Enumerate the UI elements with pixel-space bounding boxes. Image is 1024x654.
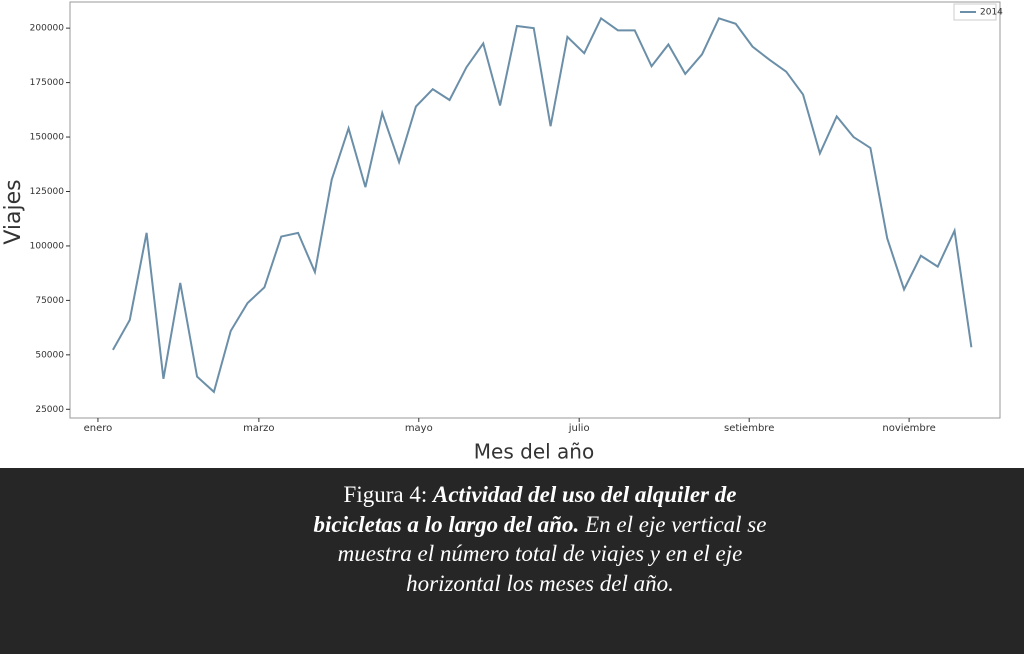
y-tick-label: 75000 <box>35 296 64 306</box>
y-tick-label: 25000 <box>35 405 64 415</box>
caption-label: Figura 4: <box>343 482 428 507</box>
line-series <box>112 16 973 394</box>
y-axis-label: Viajes <box>1 179 26 244</box>
legend-label: 2014 <box>980 8 1003 18</box>
y-tick-label: 200000 <box>30 24 65 34</box>
plot-frame <box>69 1 1001 419</box>
x-tick-label: marzo <box>243 423 274 434</box>
chart: Viajes Mes del año 25000 50000 75000 100000… <box>1 1 1003 464</box>
y-tick-label: 125000 <box>30 187 65 197</box>
y-tick-label: 50000 <box>35 350 64 360</box>
x-tick-label: setiembre <box>724 423 774 434</box>
caption-band: Figura 4: Actividad del uso del alquiler… <box>0 468 1024 654</box>
caption: Figura 4: Actividad del uso del alquiler… <box>300 480 780 598</box>
y-tick-label: 100000 <box>30 241 65 251</box>
y-tick-label: 175000 <box>30 78 65 88</box>
caption-text: En el eje vertical se muestra el número … <box>337 511 767 596</box>
y-tick-label: 150000 <box>30 133 65 143</box>
x-axis-label: Mes del año <box>474 440 594 464</box>
caption-title: Actividad del uso del alquiler de bicicl… <box>313 482 737 537</box>
x-tick-label: enero <box>84 423 113 434</box>
x-tick-label: mayo <box>405 423 433 434</box>
x-tick-label: julio <box>568 423 590 434</box>
x-tick-label: noviembre <box>882 423 935 434</box>
